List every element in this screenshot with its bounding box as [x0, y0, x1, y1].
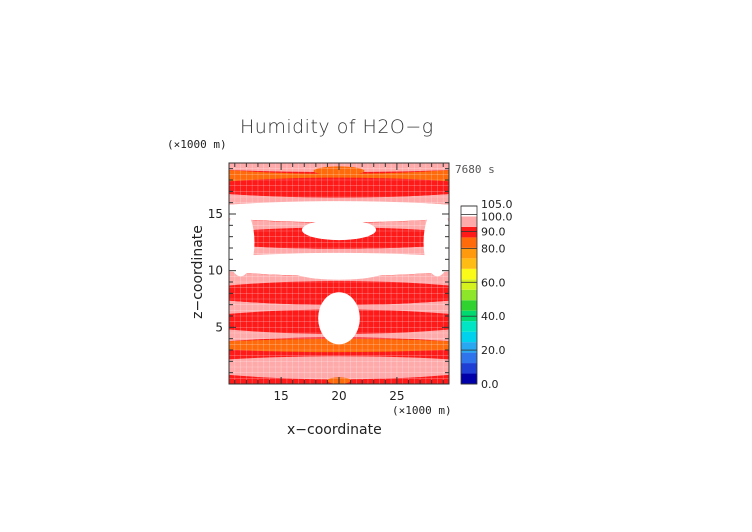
heatmap-feature — [301, 219, 377, 241]
colorbar-label: 80.0 — [481, 242, 506, 255]
grid-lines — [229, 163, 449, 384]
heatmap-feature — [313, 166, 365, 176]
colorbar-label: 40.0 — [481, 310, 506, 323]
colorbar-swatch — [461, 373, 477, 384]
colorbar-swatch — [461, 247, 477, 259]
y-tick-label: 10 — [208, 264, 223, 278]
colorbar-swatch — [461, 342, 477, 353]
colorbar-swatch — [461, 206, 477, 217]
colorbar-label: 0.0 — [481, 378, 499, 391]
colorbar-swatch — [461, 300, 477, 311]
chart-title: Humidity of H2O−g — [240, 116, 434, 138]
y-unit-label: (×1000 m) — [167, 138, 227, 151]
colorbar-swatch — [461, 289, 477, 301]
colorbar-swatch — [461, 268, 477, 280]
x-tick-label: 25 — [389, 389, 404, 403]
colorbar-swatch — [461, 331, 477, 343]
x-axis-label: x−coordinate — [287, 422, 382, 438]
colorbar-label: 105.0 — [481, 198, 513, 211]
colorbar-swatch — [461, 237, 477, 248]
heatmap-band — [229, 354, 449, 380]
colorbar-swatch — [461, 279, 477, 290]
heatmap-band — [229, 244, 449, 257]
y-tick-label: 15 — [208, 207, 223, 221]
heatmap-feature — [318, 292, 360, 345]
colorbar-swatch — [461, 258, 477, 269]
y-tick-label: 5 — [215, 320, 223, 334]
colorbar-label: 90.0 — [481, 225, 506, 238]
heatmap-band — [229, 170, 449, 182]
colorbar-label: 60.0 — [481, 276, 506, 289]
colorbar-swatch — [461, 226, 477, 238]
colorbar-label: 100.0 — [481, 210, 513, 223]
heatmap-feature — [286, 257, 392, 280]
axes: 15 20 25 5 10 15 — [208, 162, 450, 403]
heatmap-feature — [423, 208, 449, 277]
heatmap-band — [229, 200, 449, 223]
time-label: 7680 s — [455, 163, 495, 176]
heatmap-band — [229, 177, 449, 198]
heatmap-band — [229, 349, 449, 360]
colorbar-swatch — [461, 363, 477, 374]
heatmap-field — [229, 163, 449, 384]
x-unit-label: (×1000 m) — [392, 404, 452, 417]
plot-area — [229, 163, 449, 384]
colorbar-swatch — [461, 321, 477, 332]
heatmap-feature — [229, 208, 255, 277]
x-tick-label: 15 — [273, 389, 288, 403]
colorbar-label: 20.0 — [481, 344, 506, 357]
x-tick-label: 20 — [331, 389, 346, 403]
heatmap-band — [229, 338, 449, 353]
colorbar-swatch — [461, 352, 477, 364]
colorbar-swatch — [461, 216, 477, 227]
